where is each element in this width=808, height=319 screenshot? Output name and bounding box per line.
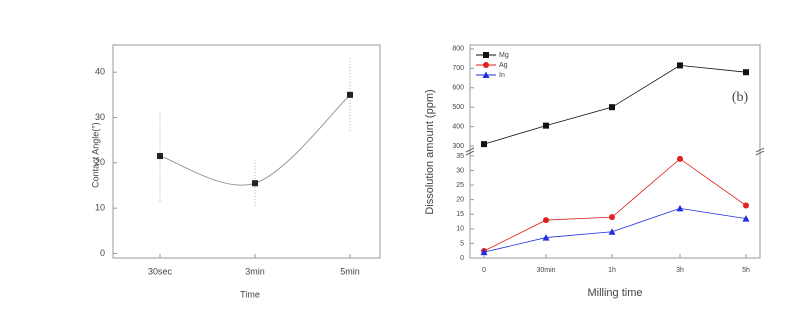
y-tick-label: 30 (456, 167, 464, 174)
marker (677, 155, 683, 162)
x-axis-label: Time (240, 289, 260, 299)
legend-label: Ag (499, 62, 508, 69)
y2-tick-label: 700 (452, 65, 464, 72)
y-axis-label: Dissolution amount (ppm) (424, 89, 436, 214)
y-axis-label: Contact Angle(°) (90, 122, 100, 188)
y-tick-label: 10 (456, 226, 464, 233)
marker (543, 122, 549, 129)
marker (481, 141, 487, 148)
x-tick-label: 30sec (148, 266, 173, 276)
y-tick-label: 10 (95, 203, 105, 213)
legend-label: Mg (499, 52, 509, 59)
fit-curve (159, 94, 351, 186)
marker (480, 248, 488, 256)
y2-tick-label: 600 (452, 85, 464, 92)
y-tick-label: 40 (95, 67, 105, 77)
y-tick-label: 20 (456, 197, 464, 204)
marker (743, 202, 749, 209)
marker (483, 52, 489, 58)
x-tick-label: 3h (676, 267, 684, 274)
y-tick-label: 0 (100, 248, 105, 258)
marker (677, 62, 683, 69)
marker (609, 214, 615, 221)
marker (542, 234, 550, 241)
y-tick-label: 20 (95, 157, 105, 167)
marker (609, 104, 615, 111)
y-tick-label: 30 (95, 112, 105, 122)
y2-tick-label: 800 (452, 46, 464, 53)
x-tick-label: 0 (482, 267, 486, 274)
plot-frame (112, 44, 381, 259)
marker (742, 215, 750, 222)
marker (483, 62, 489, 68)
x-tick-label: 3min (245, 266, 265, 276)
annotation: (b) (732, 90, 749, 105)
marker (543, 217, 549, 224)
marker (743, 69, 749, 76)
marker (608, 228, 616, 235)
marker (157, 153, 163, 160)
y-tick-label: 5 (460, 240, 464, 247)
marker (676, 204, 684, 212)
axis-break (755, 147, 765, 156)
marker (482, 71, 490, 78)
y-tick-label: 25 (456, 182, 464, 189)
x-tick-label: 5min (340, 266, 360, 276)
axis-break (465, 147, 475, 156)
x-axis-label: Milling time (587, 287, 642, 299)
plot-frame (469, 44, 761, 259)
series-line (483, 158, 747, 252)
y-tick-label: 15 (456, 211, 464, 218)
x-tick-label: 30min (536, 267, 555, 274)
x-tick-label: 5h (742, 267, 750, 274)
legend-label: In (499, 72, 505, 79)
marker (252, 180, 258, 187)
x-tick-label: 1h (608, 267, 616, 274)
y-tick-label: 35 (456, 153, 464, 160)
y2-tick-label: 500 (452, 104, 464, 111)
y2-tick-label: 400 (452, 123, 464, 130)
y2-tick-label: 300 (452, 143, 464, 150)
marker (347, 91, 353, 98)
y-tick-label: 0 (460, 255, 464, 262)
